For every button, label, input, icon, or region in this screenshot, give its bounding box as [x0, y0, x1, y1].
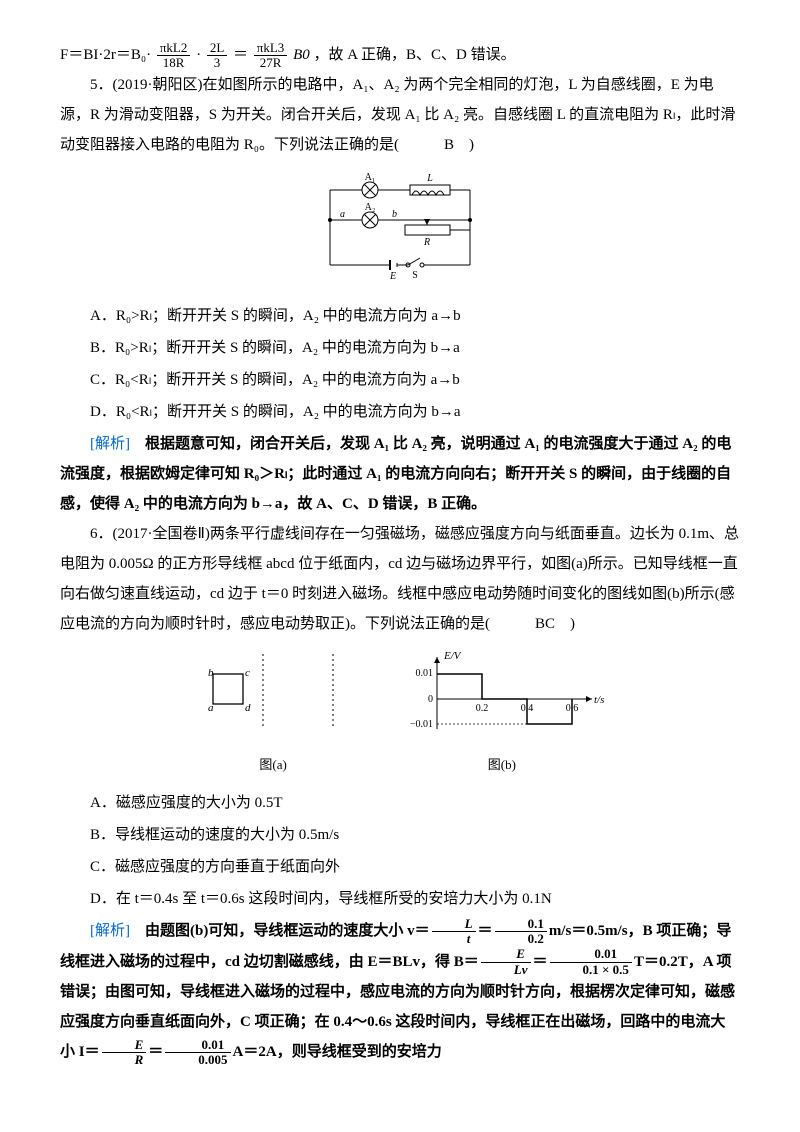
figure-b-caption: 图(b): [397, 752, 607, 778]
equation-line: F＝BI·2r＝B₀· πkL2 18R · 2L 3 ＝ πkL3 27R B…: [60, 40, 740, 70]
q5-circuit: A₁ L A₂ a b R E S: [60, 170, 740, 291]
q6-answer: BC: [505, 609, 555, 639]
svg-text:R: R: [423, 237, 430, 248]
q5-analysis: [解析] 根据题意可知，闭合开关后，发现 A₁ 比 A₂ 亮，说明通过 A₁ 的…: [60, 429, 740, 519]
q5-stem: 5．(2019·朝阳区)在如图所示的电路中，A₁、A₂ 为两个完全相同的灯泡，L…: [60, 70, 740, 160]
analysis-label: [解析]: [90, 923, 130, 939]
figure-a-caption: 图(a): [193, 752, 353, 778]
svg-text:E/V: E/V: [443, 650, 462, 662]
svg-text:c: c: [245, 667, 250, 679]
svg-text:0: 0: [428, 694, 433, 705]
svg-text:t/s: t/s: [594, 694, 604, 706]
svg-text:E: E: [389, 271, 396, 280]
frac-b2: 0.010.1 × 0.5: [550, 947, 632, 977]
frac-i1: ER: [102, 1038, 147, 1068]
eq-frac-3: πkL3 27R: [254, 41, 288, 71]
q5-option-a: A．R₀>Rₗ；断开开关 S 的瞬间，A₂ 中的电流方向为 a→b: [60, 301, 740, 331]
q6-stem: 6．(2017·全国卷Ⅱ)两条平行虚线间存在一匀强磁场，磁感应强度方向与纸面垂直…: [60, 519, 740, 639]
q6-analysis: [解析] 由题图(b)可知，导线框运动的速度大小 v＝Lt＝0.10.2m/s＝…: [60, 916, 740, 1067]
eq-frac-2: 2L 3: [207, 41, 227, 71]
figure-a-svg: b c a d: [193, 649, 353, 739]
svg-text:S: S: [412, 270, 418, 280]
analysis-label: [解析]: [90, 436, 130, 452]
eq-lhs: F＝BI·2r＝B₀·: [60, 47, 151, 63]
frac-i2: 0.010.005: [165, 1038, 230, 1068]
svg-text:a: a: [340, 209, 345, 220]
svg-text:d: d: [245, 702, 251, 714]
q5-option-d: D．R₀<Rₗ；断开开关 S 的瞬间，A₂ 中的电流方向为 b→a: [60, 397, 740, 427]
q6-option-c: C．磁感应强度的方向垂直于纸面向外: [60, 852, 740, 882]
svg-text:b: b: [392, 209, 397, 220]
q6-option-a: A．磁感应强度的大小为 0.5T: [60, 788, 740, 818]
figure-b-svg: E/V t/s 0.01 −0.01 0 0.2 0.4 0.6: [397, 649, 607, 739]
q6-option-d: D．在 t＝0.4s 至 t＝0.6s 这段时间内，导线框所受的安培力大小为 0…: [60, 884, 740, 914]
svg-text:−0.01: −0.01: [410, 719, 433, 730]
q5-option-c: C．R₀<Rₗ；断开开关 S 的瞬间，A₂ 中的电流方向为 a→b: [60, 365, 740, 395]
svg-text:b: b: [208, 667, 214, 679]
eq-tail: ，故 A 正确，B、C、D 错误。: [313, 47, 515, 63]
q6-option-b: B．导线框运动的速度的大小为 0.5m/s: [60, 820, 740, 850]
q5-option-b: B．R₀>Rₗ；断开开关 S 的瞬间，A₂ 中的电流方向为 b→a: [60, 333, 740, 363]
q5-answer: B: [414, 130, 454, 160]
frac-v2: 0.10.2: [495, 917, 547, 947]
svg-text:0.01: 0.01: [415, 668, 433, 679]
eq-frac-1: πkL2 18R: [157, 41, 191, 71]
svg-text:a: a: [208, 702, 214, 714]
circuit-svg: A₁ L A₂ a b R E S: [300, 170, 500, 280]
svg-text:0.2: 0.2: [476, 703, 489, 714]
frac-b1: ELv: [481, 947, 531, 977]
q6-figures: b c a d 图(a) E/V t/s 0.01 −0.01 0 0.2 0.…: [60, 649, 740, 778]
frac-v1: Lt: [432, 917, 476, 947]
svg-text:L: L: [426, 173, 433, 184]
svg-text:A₂: A₂: [365, 202, 376, 213]
svg-text:A₁: A₁: [365, 172, 376, 183]
